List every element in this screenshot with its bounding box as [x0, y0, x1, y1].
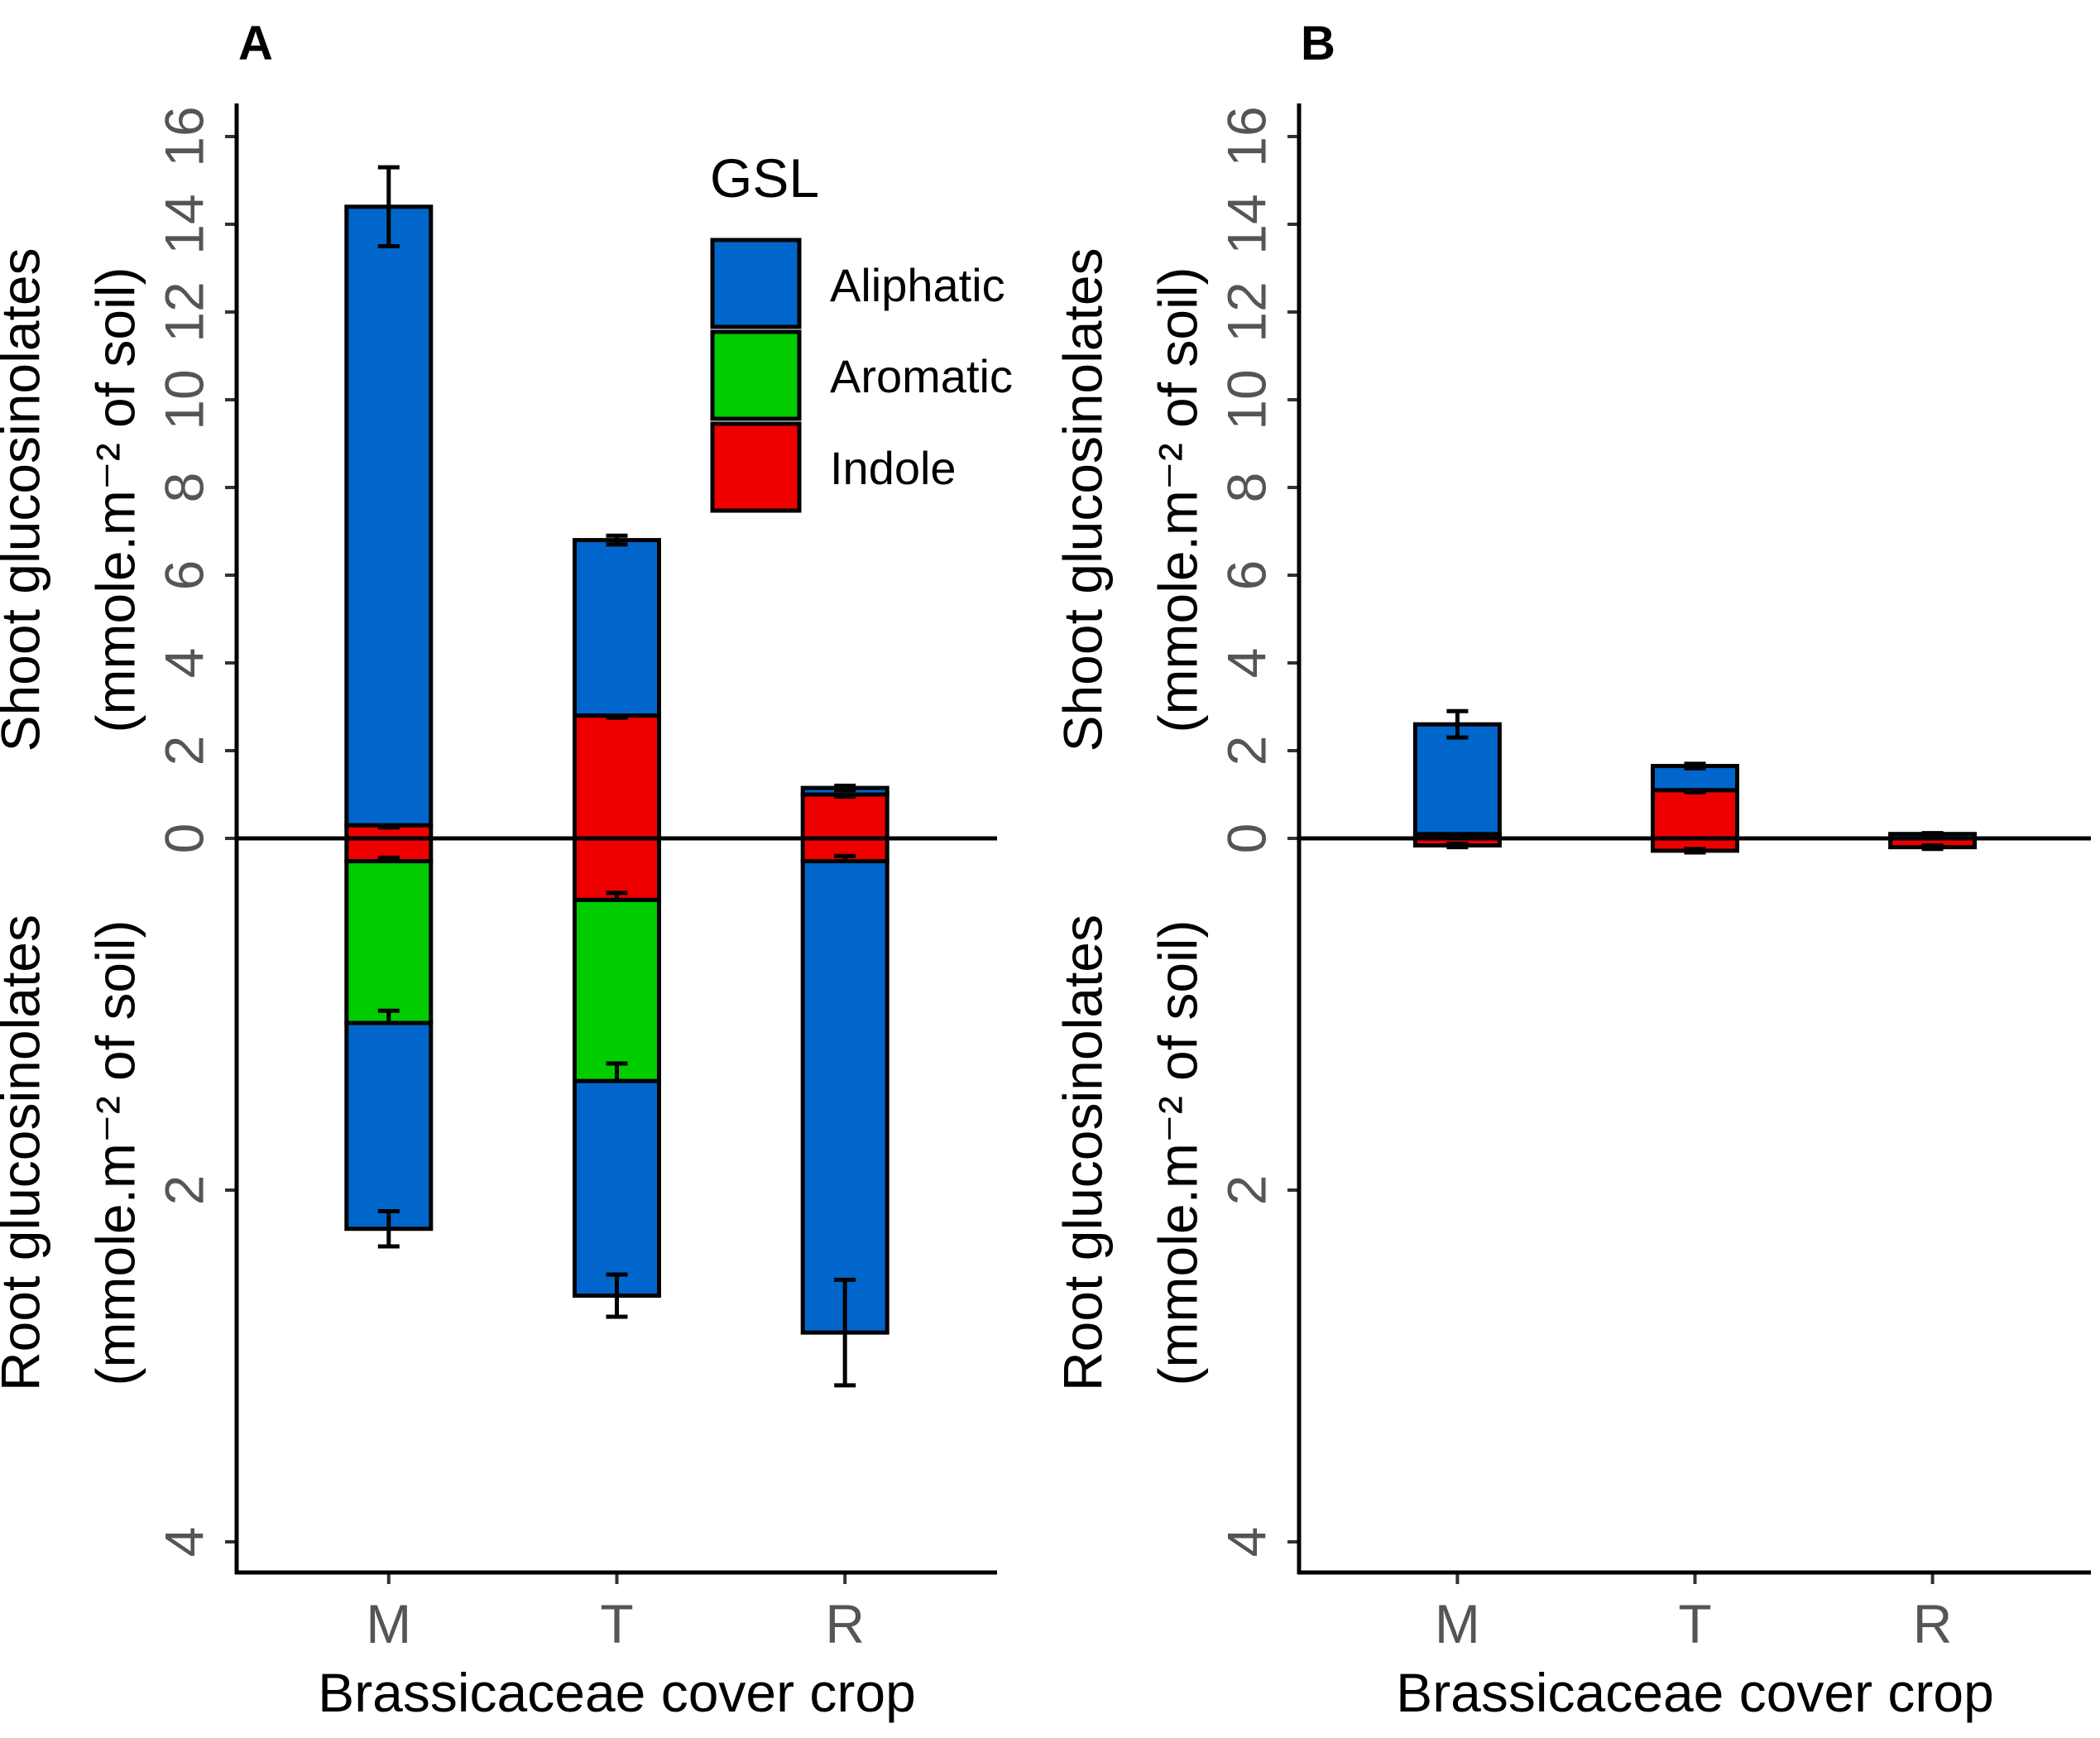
x-tick-label-t: T [1678, 1593, 1711, 1654]
legend-swatch-indole [710, 421, 802, 513]
y-tick-label: 8 [153, 473, 214, 503]
y-axis-title-root: Root glucosinolates [1052, 915, 1113, 1391]
y-tick-label: 12 [1215, 281, 1277, 342]
y-tick-label: 16 [1215, 106, 1277, 166]
y-tick-label: 16 [153, 106, 214, 166]
legend: GSL Aliphatic Aromatic Indole [710, 147, 1013, 513]
x-tick-label-r: R [1913, 1593, 1953, 1654]
bar-root-aliphatic-m [344, 1020, 434, 1231]
y-tick-label: 4 [153, 1527, 214, 1558]
y-tick-label: 10 [153, 369, 214, 430]
y-axis-title-shoot: Shoot glucosinolates [1052, 247, 1113, 751]
y-axis-title-shoot: Shoot glucosinolates [0, 247, 50, 751]
y-tick-label: 10 [1215, 369, 1277, 430]
y-tick-label: 12 [153, 281, 214, 342]
y-axis-subtitle-root: (mmole.m⁻² of soil) [1147, 920, 1208, 1386]
panel-label-a: A [238, 17, 273, 70]
y-tick-label: 2 [153, 1175, 214, 1206]
legend-label-aliphatic: Aliphatic [830, 259, 1005, 311]
bar-shoot-aliphatic-t [573, 538, 661, 718]
panel-label-b: B [1301, 17, 1335, 70]
y-axis-subtitle-shoot: (mmole.m⁻² of soil) [1147, 267, 1208, 733]
y-tick-label: 6 [1215, 560, 1277, 591]
x-axis-title: Brassicaceae cover crop [318, 1662, 916, 1723]
bar-root-indole-t [573, 836, 661, 902]
bar-root-aromatic-m [344, 859, 434, 1025]
legend-swatch-aliphatic [710, 238, 802, 329]
legend-title: GSL [710, 147, 819, 209]
bar-shoot-aliphatic-m [344, 204, 434, 828]
x-tick-label-r: R [825, 1593, 865, 1654]
x-tick-label-m: M [1435, 1593, 1480, 1654]
legend-label-indole: Indole [830, 442, 957, 494]
panel-b: B 0 2 4 6 8 10 12 14 16 2 4 Shoot glucosinolates (mmo… [1052, 17, 2091, 1723]
bar-shoot-indole-t [573, 713, 661, 841]
y-tick-label: 14 [1215, 194, 1277, 254]
y-tick-label: 6 [153, 560, 214, 591]
legend-swatch-aromatic [710, 329, 802, 421]
y-tick-label: 0 [153, 823, 214, 854]
y-tick-label: 4 [1215, 1527, 1277, 1558]
y-axis-subtitle-root: (mmole.m⁻² of soil) [84, 920, 146, 1386]
y-tick-label: 2 [153, 736, 214, 766]
y-tick-label: 0 [1215, 823, 1277, 854]
y-tick-label: 4 [153, 648, 214, 679]
legend-label-aromatic: Aromatic [830, 350, 1013, 402]
panel-a: A 0 2 4 6 8 10 12 14 16 2 4 Shoot glucosinolates (mmo… [0, 17, 997, 1723]
y-tick-label: 14 [153, 194, 214, 254]
bar-shoot-aliphatic-m [1412, 722, 1502, 837]
x-tick-label-t: T [600, 1593, 633, 1654]
y-axis-title-root: Root glucosinolates [0, 915, 50, 1391]
bar-root-aliphatic-t [573, 1078, 661, 1298]
bar-shoot-indole-r [800, 792, 889, 841]
x-tick-label-m: M [366, 1593, 411, 1654]
y-tick-label: 2 [1215, 736, 1277, 766]
y-tick-label: 8 [1215, 473, 1277, 503]
y-tick-label: 4 [1215, 648, 1277, 679]
y-axis-subtitle-shoot: (mmole.m⁻² of soil) [84, 267, 146, 733]
bar-shoot-indole-t [1651, 788, 1739, 841]
bar-root-aliphatic-r [800, 859, 889, 1335]
bar-root-aromatic-t [573, 897, 661, 1083]
x-axis-title: Brassicaceae cover crop [1396, 1662, 1994, 1723]
y-tick-label: 2 [1215, 1175, 1277, 1206]
